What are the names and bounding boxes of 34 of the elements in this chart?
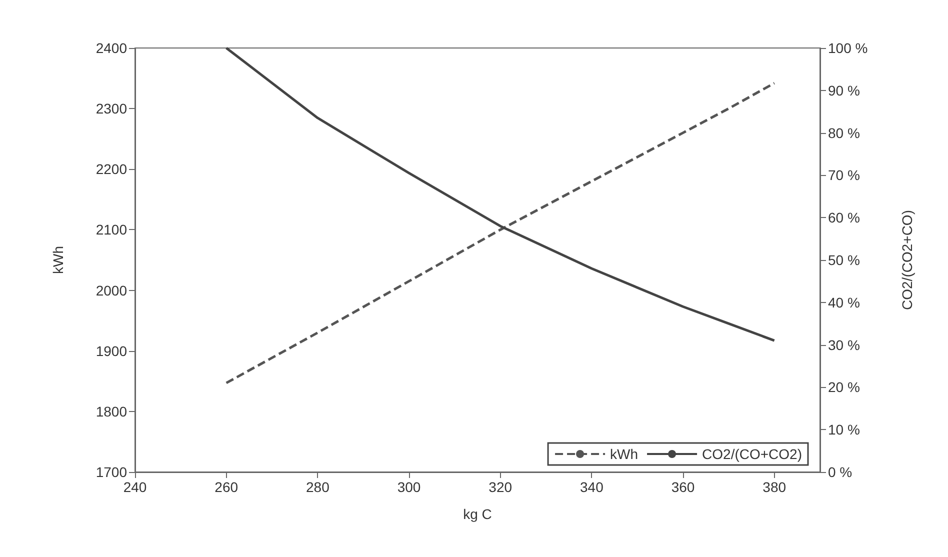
x-axis-title: kg C: [463, 506, 492, 522]
y2-tick-label: 50 %: [828, 252, 860, 268]
y-tick-label: 2400: [96, 40, 128, 56]
y-tick-label: 2000: [96, 282, 128, 298]
y2-tick-label: 40 %: [828, 294, 860, 310]
x-tick-label: 320: [488, 479, 512, 495]
x-tick-label: 260: [214, 479, 238, 495]
x-tick-label: 360: [671, 479, 695, 495]
y-axis-title: kWh: [50, 246, 66, 274]
y-tick-label: 2300: [96, 100, 128, 117]
y-tick-label: 1700: [96, 464, 128, 480]
x-tick-label: 340: [580, 479, 604, 495]
y2-tick-label: 80 %: [828, 124, 860, 141]
y-tick-label: 1900: [96, 342, 128, 359]
x-tick-label: 380: [762, 479, 786, 495]
line-series: [225, 82, 776, 384]
y2-tick-label: 60 %: [828, 210, 860, 226]
x-tick-label: 240: [123, 479, 147, 495]
y2-tick-label: 0 %: [828, 464, 852, 480]
y2-tick-label: 20 %: [828, 379, 860, 396]
y2-axis-title: CO2/(CO2+CO): [899, 210, 915, 310]
line-series: [225, 46, 776, 342]
y2-tick-label: 70 %: [828, 167, 860, 184]
y2-tick-label: 100 %: [828, 40, 868, 56]
x-tick-label: 280: [306, 479, 330, 495]
y2-tick-label: 10 %: [828, 422, 860, 438]
y-tick-label: 2100: [96, 222, 128, 238]
legend-label: kWh: [610, 446, 638, 462]
y2-tick-label: 90 %: [828, 82, 860, 98]
y2-tick-label: 30 %: [828, 336, 860, 353]
x-tick-label: 300: [397, 479, 421, 495]
y-tick-label: 2200: [96, 161, 128, 178]
y-tick-label: 1800: [96, 403, 128, 420]
legend-label: CO2/(CO+CO2): [702, 446, 802, 462]
